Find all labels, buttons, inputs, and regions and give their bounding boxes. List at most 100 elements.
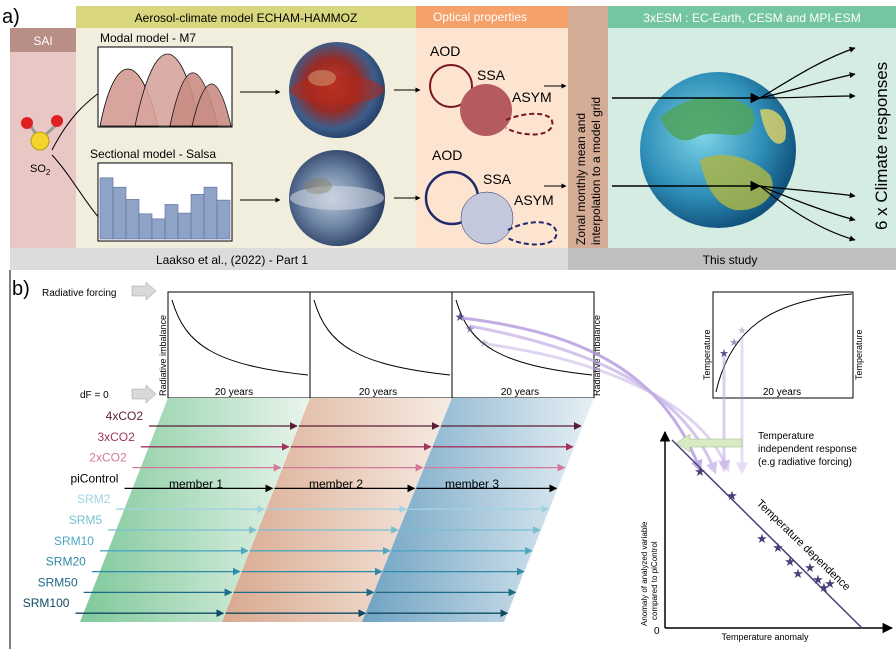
modal-mode-4	[191, 83, 232, 127]
modal-modes	[99, 53, 232, 127]
scenario-label-9: SRM50	[38, 575, 78, 589]
scatter-star-8: ★	[812, 572, 824, 587]
sectional-bin-9	[203, 186, 218, 240]
scatter-star-9: ★	[818, 580, 830, 595]
sai-header	[10, 28, 76, 52]
modal-aod-label: AOD	[430, 43, 460, 59]
sectional-bin-2	[112, 186, 127, 240]
member-1-band	[80, 398, 310, 622]
footer-left-bar	[10, 248, 568, 270]
panel-a-label: a)	[2, 6, 20, 28]
response-arrow-5	[759, 185, 856, 222]
imbalance-stars: ★ ★ ★ ★ ★ ★	[455, 310, 747, 360]
esm-header-text: 3xESM : EC-Earth, CESM and MPI-ESM	[643, 11, 860, 25]
imbalance-curve-1	[171, 299, 309, 376]
regression-line	[671, 439, 863, 629]
scatter-star-10: ★	[824, 576, 836, 591]
scenario-label-4: piControl	[70, 471, 118, 485]
member-1-label: member 1	[169, 477, 223, 491]
sectional-ssa-label: SSA	[483, 171, 512, 187]
gregory-origin-label: 0	[654, 626, 660, 637]
sectional-aerosol-globe	[289, 150, 385, 246]
zonal-text-line2: interpolation to a model grid	[589, 97, 603, 245]
imbalance-box-2	[309, 291, 453, 399]
temperature-duration: 20 years	[763, 387, 801, 398]
echam-header-text: Aerosol-climate model ECHAM-HAMMOZ	[135, 11, 358, 25]
so2-molecule-icon	[21, 115, 63, 151]
sectional-model-title: Sectional model - Salsa	[90, 147, 216, 161]
imbalance-box-1	[167, 291, 311, 399]
temperature-star-1: ★	[719, 348, 729, 360]
response-arrow-1	[759, 46, 856, 99]
sectional-bin-8	[190, 194, 205, 240]
temperature-star-2: ★	[729, 337, 739, 349]
footer-left-text: Laakso et al., (2022) - Part 1	[156, 253, 308, 267]
zonal-background	[568, 6, 608, 248]
scatter-star-6: ★	[792, 566, 804, 581]
scenario-label-6: SRM5	[69, 513, 103, 527]
imbalance-axis-label: Radiative imbalance	[158, 315, 168, 396]
imbalance-star-1: ★	[455, 310, 466, 324]
scatter-star-5: ★	[784, 554, 796, 569]
sectional-bin-6	[164, 204, 179, 240]
df-zero-label: dF = 0	[80, 390, 109, 401]
modal-aod-circle	[429, 64, 473, 108]
scenario-label-10: SRM100	[23, 596, 70, 610]
temperature-curve	[715, 293, 853, 393]
sectional-ssa-circle	[460, 191, 514, 245]
temp-independent-text-3: (e.g radiative forcing)	[758, 457, 852, 468]
scatter-star-3: ★	[756, 531, 768, 546]
sectional-bin-5	[151, 218, 166, 240]
imbalance-duration-3: 20 years	[501, 387, 539, 398]
imbalance-duration-1: 20 years	[215, 387, 253, 398]
member-2-band	[222, 398, 452, 622]
climate-response-arrows	[759, 46, 856, 242]
modal-asym-label: ASYM	[512, 89, 552, 105]
imbalance-duration-2: 20 years	[359, 387, 397, 398]
sectional-bin-10	[216, 199, 231, 240]
sectional-bins	[99, 177, 231, 240]
temperature-star-3: ★	[737, 325, 747, 337]
imbalance-star-3: ★	[479, 336, 490, 350]
scenario-label-8: SRM20	[46, 555, 86, 569]
scenario-label-5: SRM2	[77, 492, 111, 506]
scenario-label-1: 4xCO2	[106, 409, 144, 423]
esm-header-bar	[608, 6, 896, 28]
gregory-y-label-2: compared to piControl	[650, 541, 659, 620]
imbalance-box-3	[451, 291, 595, 399]
scatter-star-2: ★	[726, 488, 738, 503]
ensemble-members	[80, 398, 594, 622]
sectional-bin-7	[177, 212, 192, 240]
imbalance-curve-3	[455, 299, 593, 376]
scenario-label-3: 2xCO2	[89, 451, 127, 465]
scatter-star-1: ★	[694, 464, 706, 479]
gregory-y-label-1: Anomaly of analyzed variable	[640, 521, 649, 626]
footer-right-bar	[568, 248, 896, 270]
echam-header-bar	[76, 6, 416, 28]
radiative-forcing-label: Radiative forcing	[42, 288, 116, 299]
scatter-star-4: ★	[772, 540, 784, 555]
modal-ssa-label: SSA	[477, 67, 506, 83]
scatter-star-7: ★	[804, 560, 816, 575]
sai-title: SAI	[33, 34, 52, 48]
sectional-aod-label: AOD	[432, 147, 462, 163]
sectional-asym-shape	[507, 221, 558, 246]
imbalance-star-2: ★	[465, 322, 476, 336]
temperature-independent-arrow-icon	[675, 433, 743, 453]
response-arrow-4	[759, 185, 856, 199]
imbalance-plots	[167, 291, 595, 399]
sectional-bin-3	[125, 199, 140, 240]
gregory-x-label: Temperature anomaly	[721, 632, 809, 642]
scenario-label-2: 3xCO2	[97, 430, 135, 444]
response-arrow-6	[759, 185, 856, 242]
modal-model-title: Modal model - M7	[100, 31, 196, 45]
scenario-arrows: 4xCO2 3xCO2 2xCO2 piControl SRM2 SRM5 SRM10 SRM…	[23, 409, 582, 618]
temp-independent-text-2: independent response	[758, 444, 857, 455]
temp-independent-text-1: Temperature	[758, 431, 815, 442]
sectional-asym-label: ASYM	[514, 192, 554, 208]
projection-arrow-1	[461, 316, 703, 473]
footer-right-text: This study	[703, 253, 758, 267]
member-3-band	[362, 398, 594, 622]
